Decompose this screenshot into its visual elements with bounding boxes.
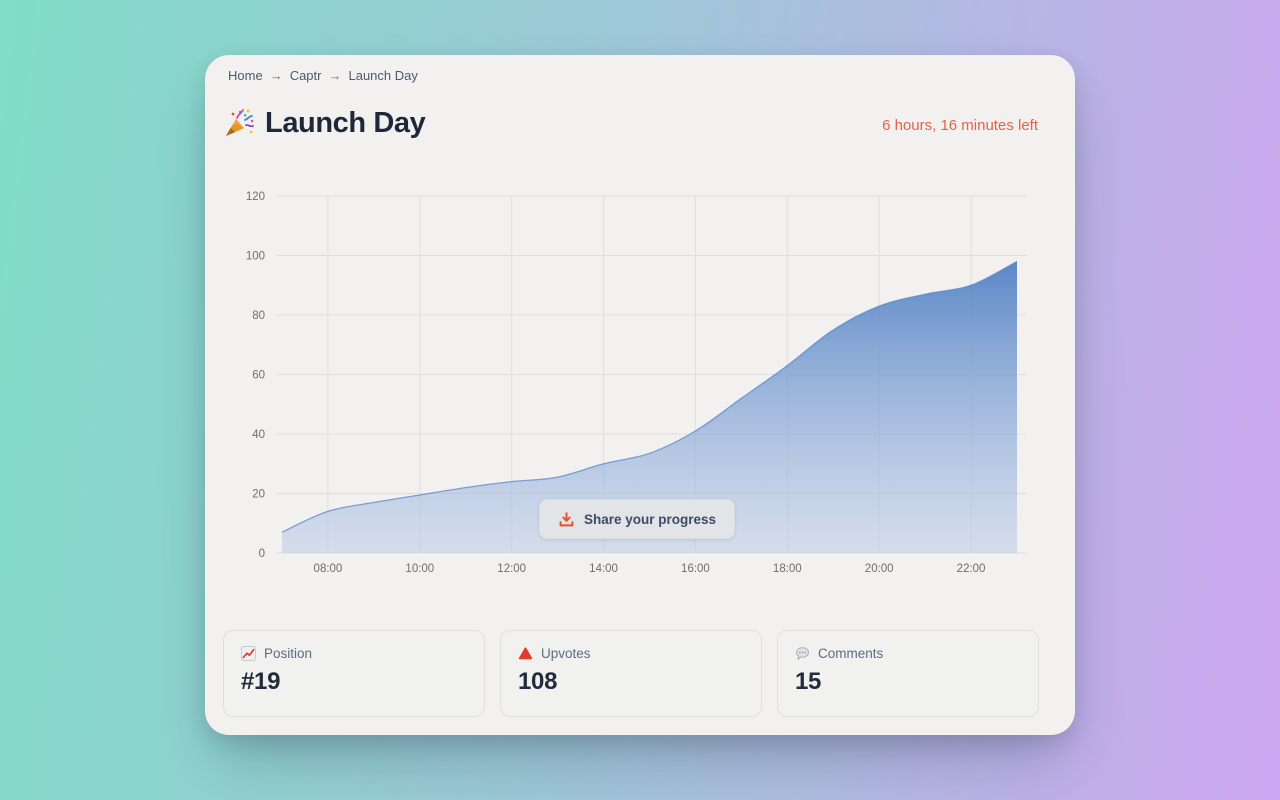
- download-icon: [559, 511, 574, 526]
- upvotes-area-chart: 0 20 40 60 80 100 120 08:00 10:00 12:00 14:00 16:00…: [246, 191, 1027, 575]
- svg-text:22:00: 22:00: [957, 563, 986, 575]
- breadcrumb-arrow-icon: →: [328, 68, 342, 83]
- breadcrumb-item-current[interactable]: Launch Day: [348, 68, 418, 83]
- svg-text:16:00: 16:00: [681, 563, 710, 575]
- stat-card-position: Position #19: [223, 630, 485, 717]
- svg-text:12:00: 12:00: [497, 563, 526, 575]
- svg-text:120: 120: [246, 191, 265, 203]
- stat-card-upvotes: Upvotes 108: [500, 630, 762, 717]
- svg-text:08:00: 08:00: [314, 563, 343, 575]
- svg-text:0: 0: [259, 548, 265, 560]
- svg-text:20:00: 20:00: [865, 563, 894, 575]
- share-progress-button[interactable]: Share your progress: [539, 499, 736, 539]
- stats-row: Position #19 Upvotes 108: [223, 630, 1039, 717]
- launch-day-card: Home → Captr → Launch Day Launch Day: [205, 55, 1075, 735]
- countdown-text: 6 hours, 16 minutes left: [882, 117, 1038, 134]
- stat-label: Comments: [818, 646, 884, 661]
- breadcrumb: Home → Captr → Launch Day: [228, 68, 418, 83]
- stat-label: Upvotes: [541, 646, 591, 661]
- party-popper-icon: [226, 109, 254, 136]
- svg-text:10:00: 10:00: [405, 563, 434, 575]
- page-title: Launch Day: [265, 107, 426, 139]
- breadcrumb-arrow-icon: →: [269, 68, 283, 83]
- svg-text:40: 40: [252, 429, 265, 441]
- stat-value-upvotes: 108: [518, 668, 558, 695]
- up-triangle-icon: [518, 647, 533, 660]
- svg-text:14:00: 14:00: [589, 563, 618, 575]
- breadcrumb-item-home[interactable]: Home: [228, 68, 263, 83]
- chart-increasing-icon: [241, 646, 256, 661]
- breadcrumb-item-captr[interactable]: Captr: [289, 68, 322, 83]
- svg-text:18:00: 18:00: [773, 563, 802, 575]
- svg-text:80: 80: [252, 310, 265, 322]
- share-progress-label: Share your progress: [584, 511, 717, 527]
- stat-value-comments: 15: [795, 668, 822, 695]
- stat-value-position: #19: [241, 668, 281, 695]
- svg-text:20: 20: [252, 489, 265, 501]
- stat-label: Position: [264, 646, 313, 661]
- page-header: Launch Day: [223, 105, 426, 141]
- svg-text:100: 100: [246, 251, 265, 263]
- speech-balloon-icon: [795, 647, 810, 661]
- stat-card-comments: Comments 15: [777, 630, 1039, 717]
- svg-text:60: 60: [252, 370, 265, 382]
